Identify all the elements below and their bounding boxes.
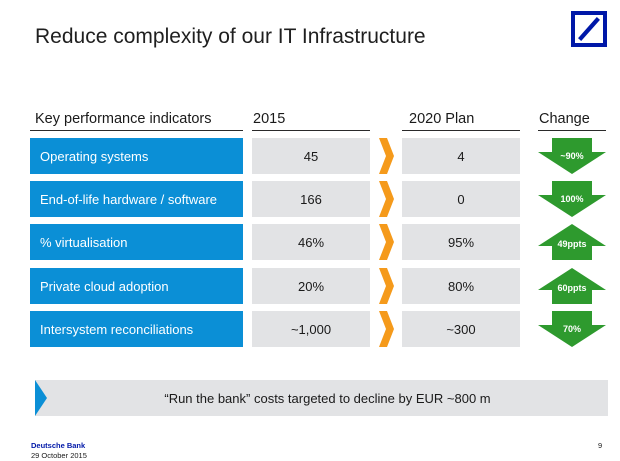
footer-date: 29 October 2015 <box>31 451 87 460</box>
change-value: 70% <box>562 324 581 334</box>
value-2015: 46% <box>252 224 370 260</box>
chevron-right-icon <box>379 181 394 217</box>
header-kpi: Key performance indicators <box>35 111 212 127</box>
header-divider <box>252 130 370 131</box>
kpi-label: Intersystem reconciliations <box>30 311 243 347</box>
chevron-right-icon <box>379 268 394 304</box>
header-2020-plan: 2020 Plan <box>409 111 475 127</box>
value-2020: 0 <box>402 181 520 217</box>
chevron-right-icon <box>35 380 47 416</box>
arrow-down-icon <box>538 311 606 347</box>
change-value: ~90% <box>560 151 584 161</box>
change-arrow-down: 70% <box>538 311 606 347</box>
arrow-down-icon <box>538 181 606 217</box>
kpi-label: Operating systems <box>30 138 243 174</box>
kpi-label: % virtualisation <box>30 224 243 260</box>
deutsche-bank-logo <box>571 11 607 47</box>
kpi-label: End-of-life hardware / software <box>30 181 243 217</box>
arrow-up-icon <box>538 224 606 260</box>
summary-banner-text: “Run the bank” costs targeted to decline… <box>164 390 491 406</box>
change-value: 100% <box>560 194 584 204</box>
change-arrow-up: 60ppts <box>538 268 606 304</box>
arrow-up-icon <box>538 268 606 304</box>
value-2020: 80% <box>402 268 520 304</box>
header-2015: 2015 <box>253 111 286 127</box>
summary-banner <box>35 380 608 416</box>
header-divider <box>30 130 243 131</box>
page-title: Reduce complexity of our IT Infrastructu… <box>35 25 426 48</box>
chevron-right-icon <box>379 311 394 347</box>
kpi-label: Private cloud adoption <box>30 268 243 304</box>
footer-company: Deutsche Bank <box>31 441 86 450</box>
logo-slash-icon <box>578 17 600 41</box>
value-2015: 45 <box>252 138 370 174</box>
value-2020: 4 <box>402 138 520 174</box>
value-2015: 166 <box>252 181 370 217</box>
header-change: Change <box>539 111 590 127</box>
value-2020: ~300 <box>402 311 520 347</box>
arrow-down-icon <box>538 138 606 174</box>
change-value: 49ppts <box>557 239 587 249</box>
value-2020: 95% <box>402 224 520 260</box>
header-divider <box>538 130 606 131</box>
change-arrow-down: 100% <box>538 181 606 217</box>
value-2015: ~1,000 <box>252 311 370 347</box>
header-divider <box>402 130 520 131</box>
change-value: 60ppts <box>557 283 587 293</box>
change-arrow-down: ~90% <box>538 138 606 174</box>
change-arrow-up: 49ppts <box>538 224 606 260</box>
chevron-right-icon <box>379 224 394 260</box>
page-number: 9 <box>598 441 603 450</box>
chevron-right-icon <box>379 138 394 174</box>
value-2015: 20% <box>252 268 370 304</box>
